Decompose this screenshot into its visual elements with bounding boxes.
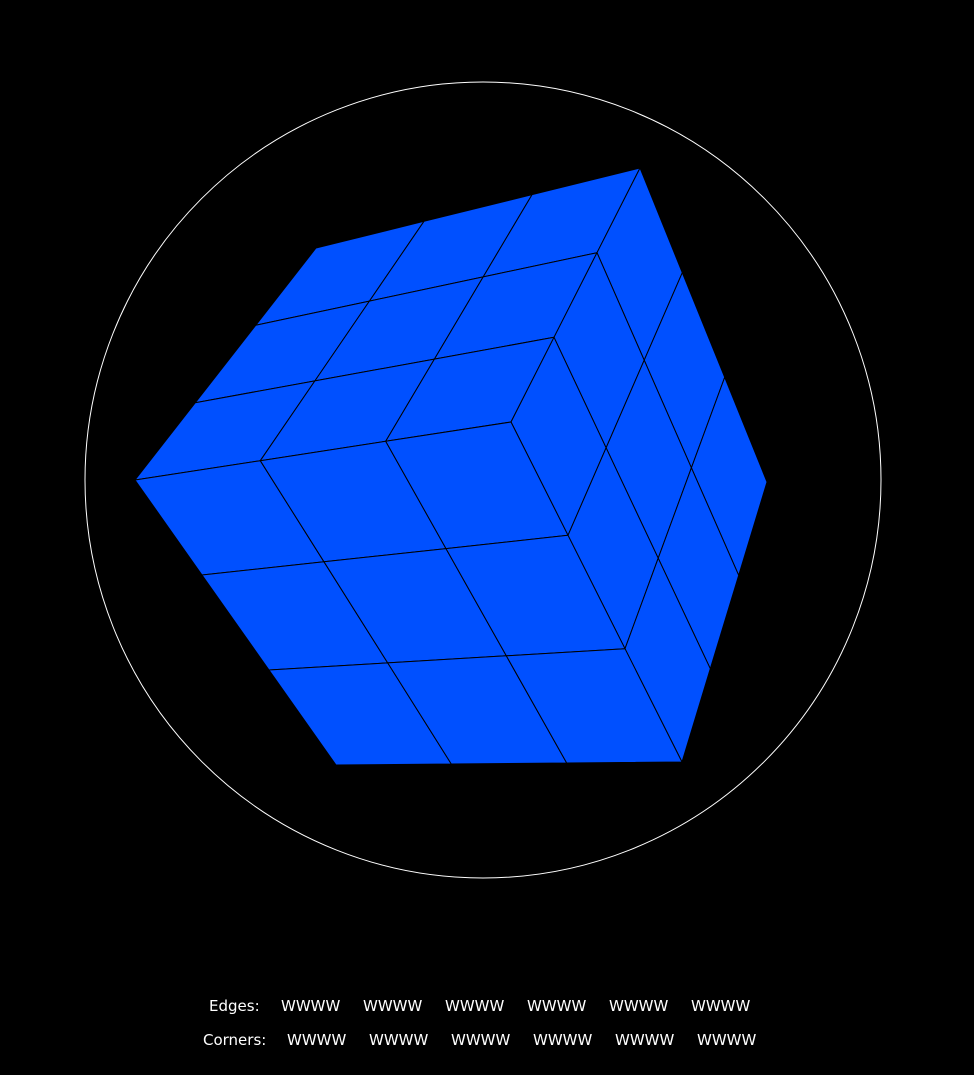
edge-code: WWWW	[445, 997, 505, 1015]
right-face[interactable]	[510, 167, 768, 763]
cube[interactable]	[134, 167, 768, 766]
corner-code: WWWW	[533, 1031, 593, 1049]
corner-code: WWWW	[451, 1031, 511, 1049]
edge-code: WWWW	[363, 997, 423, 1015]
edge-code: WWWW	[527, 997, 587, 1015]
corners-status: Corners: WWWW WWWW WWWW WWWW WWWW WWWW	[0, 1028, 974, 1052]
edges-label: Edges:	[209, 997, 260, 1015]
cube-sticker[interactable]	[505, 648, 683, 764]
corners-label: Corners:	[203, 1031, 267, 1049]
corner-code: WWWW	[287, 1031, 347, 1049]
corner-code: WWWW	[697, 1031, 757, 1049]
edges-status: Edges: WWWW WWWW WWWW WWWW WWWW WWWW	[0, 994, 974, 1018]
front-face[interactable]	[134, 421, 683, 766]
edge-code: WWWW	[609, 997, 669, 1015]
edge-code: WWWW	[691, 997, 751, 1015]
puzzle-view[interactable]	[0, 0, 974, 960]
rotation-ring[interactable]	[84, 81, 882, 879]
edge-code: WWWW	[281, 997, 341, 1015]
corner-code: WWWW	[615, 1031, 675, 1049]
corner-code: WWWW	[369, 1031, 429, 1049]
